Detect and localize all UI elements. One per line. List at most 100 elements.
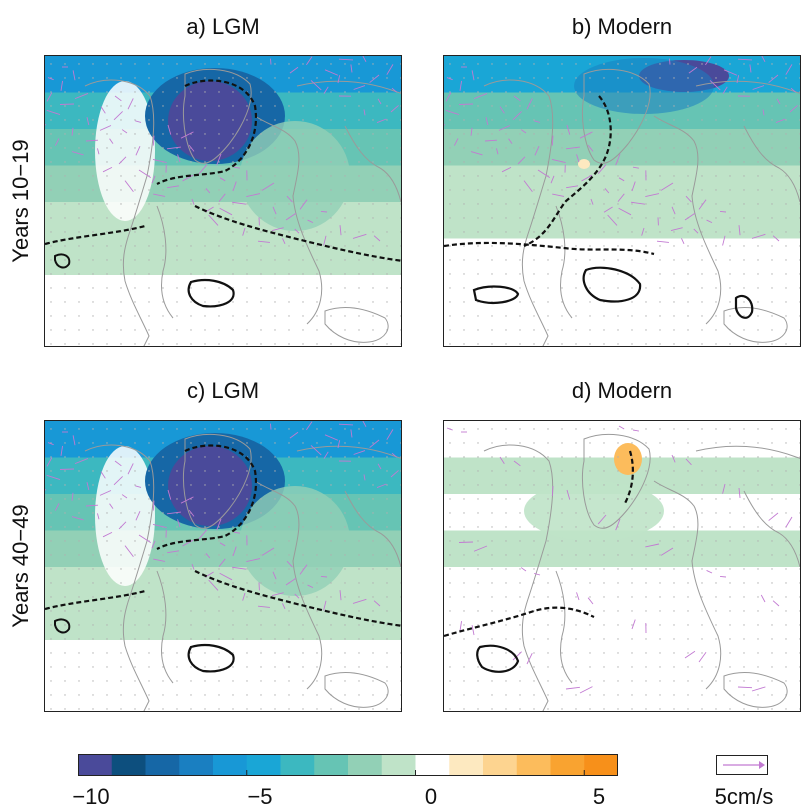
grid-dot bbox=[519, 259, 521, 261]
grid-dot bbox=[799, 484, 800, 486]
grid-dot bbox=[148, 189, 150, 191]
velocity-arrow bbox=[121, 494, 128, 499]
grid-dot bbox=[701, 217, 703, 219]
grid-dot bbox=[162, 217, 164, 219]
grid-dot bbox=[673, 329, 675, 331]
grid-dot bbox=[659, 161, 661, 163]
grid-dot bbox=[575, 259, 577, 261]
grid-dot bbox=[617, 91, 619, 93]
grid-dot bbox=[659, 217, 661, 219]
grid-dot bbox=[547, 329, 549, 331]
grid-dot bbox=[92, 680, 94, 682]
velocity-arrow bbox=[338, 58, 354, 61]
velocity-arrow bbox=[74, 92, 89, 100]
velocity-arrow bbox=[218, 558, 226, 567]
velocity-arrow bbox=[127, 98, 134, 110]
grid-dot bbox=[519, 287, 521, 289]
grid-dot bbox=[64, 442, 66, 444]
grid-dot bbox=[176, 708, 178, 710]
velocity-arrow bbox=[286, 560, 293, 568]
grid-dot bbox=[400, 133, 401, 135]
negative-contour bbox=[444, 241, 655, 256]
grid-dot bbox=[120, 484, 122, 486]
grid-dot bbox=[477, 147, 479, 149]
velocity-arrow bbox=[219, 572, 233, 581]
grid-dot bbox=[785, 456, 787, 458]
grid-dot bbox=[533, 329, 535, 331]
grid-dot bbox=[148, 708, 150, 710]
velocity-arrow bbox=[72, 435, 76, 446]
velocity-arrow bbox=[99, 125, 112, 131]
grid-dot bbox=[701, 624, 703, 626]
velocity-arrow bbox=[576, 592, 580, 601]
grid-dot bbox=[547, 217, 549, 219]
grid-dot bbox=[771, 189, 773, 191]
grid-dot bbox=[771, 638, 773, 640]
grid-dot bbox=[491, 63, 493, 65]
grid-dot bbox=[659, 456, 661, 458]
grid-dot bbox=[757, 596, 759, 598]
velocity-arrow bbox=[688, 66, 698, 74]
grid-dot bbox=[561, 189, 563, 191]
grid-dot bbox=[715, 638, 717, 640]
grid-dot bbox=[162, 680, 164, 682]
anomaly-blob bbox=[240, 486, 350, 596]
grid-dot bbox=[316, 147, 318, 149]
grid-dot bbox=[463, 203, 465, 205]
grid-dot bbox=[729, 554, 731, 556]
grid-dot bbox=[50, 596, 52, 598]
grid-dot bbox=[106, 329, 108, 331]
grid-dot bbox=[575, 175, 577, 177]
velocity-arrow bbox=[124, 545, 134, 558]
velocity-arrow bbox=[498, 125, 511, 131]
grid-dot bbox=[400, 147, 401, 149]
colorbar-swatch bbox=[246, 754, 281, 776]
grid-dot bbox=[757, 301, 759, 303]
grid-dot bbox=[757, 189, 759, 191]
grid-dot bbox=[673, 273, 675, 275]
grid-dot bbox=[78, 652, 80, 654]
grid-dot bbox=[631, 161, 633, 163]
grid-dot bbox=[701, 343, 703, 345]
grid-dot bbox=[589, 91, 591, 93]
grid-dot bbox=[603, 708, 605, 710]
grid-dot bbox=[491, 694, 493, 696]
grid-dot bbox=[505, 175, 507, 177]
grid-dot bbox=[218, 91, 220, 93]
grid-dot bbox=[330, 582, 332, 584]
grid-dot bbox=[92, 456, 94, 458]
velocity-arrow bbox=[219, 207, 233, 216]
velocity-arrow bbox=[310, 80, 322, 91]
grid-dot bbox=[449, 498, 451, 500]
grid-dot bbox=[771, 554, 773, 556]
grid-dot bbox=[799, 428, 800, 430]
velocity-arrow bbox=[656, 240, 669, 243]
velocity-arrow bbox=[751, 233, 766, 239]
grid-dot bbox=[302, 694, 304, 696]
grid-dot bbox=[463, 456, 465, 458]
positive-contour bbox=[187, 644, 235, 673]
grid-dot bbox=[120, 442, 122, 444]
grid-dot bbox=[701, 231, 703, 233]
grid-dot bbox=[218, 63, 220, 65]
grid-dot bbox=[274, 680, 276, 682]
velocity-arrow bbox=[71, 127, 74, 136]
grid-dot bbox=[218, 231, 220, 233]
grid-dot bbox=[477, 189, 479, 191]
grid-dot bbox=[190, 526, 192, 528]
grid-dot bbox=[561, 624, 563, 626]
grid-dot bbox=[120, 63, 122, 65]
grid-dot bbox=[400, 119, 401, 121]
grid-dot bbox=[519, 175, 521, 177]
grid-dot bbox=[743, 428, 745, 430]
grid-dot bbox=[120, 105, 122, 107]
grid-dot bbox=[400, 231, 401, 233]
velocity-arrow bbox=[706, 219, 713, 224]
velocity-arrow bbox=[272, 571, 277, 580]
velocity-arrow bbox=[60, 445, 64, 456]
grid-dot bbox=[204, 343, 206, 345]
grid-dot bbox=[302, 680, 304, 682]
grid-dot bbox=[575, 343, 577, 345]
grid-dot bbox=[729, 217, 731, 219]
grid-dot bbox=[449, 329, 451, 331]
